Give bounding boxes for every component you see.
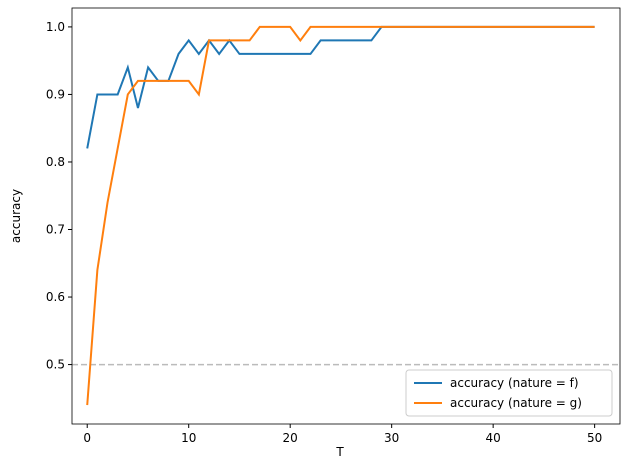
x-tick-label: 40: [486, 431, 501, 445]
x-tick-label: 0: [83, 431, 91, 445]
x-tick-label: 30: [384, 431, 399, 445]
legend-label: accuracy (nature = g): [450, 396, 582, 410]
y-tick-label: 0.7: [46, 223, 65, 237]
y-axis-label: accuracy: [9, 189, 23, 243]
y-tick-label: 0.8: [46, 155, 65, 169]
legend-box: [405, 369, 613, 417]
y-tick-label: 1.0: [46, 20, 65, 34]
legend: accuracy (nature = f) accuracy (nature = …: [405, 369, 613, 417]
x-tick-label: 20: [283, 431, 298, 445]
x-tick-label: 10: [181, 431, 196, 445]
y-tick-label: 0.9: [46, 87, 65, 101]
y-tick-label: 0.6: [46, 290, 65, 304]
data-line: [86, 25, 595, 149]
x-tick-label: 50: [587, 431, 602, 445]
data-line: [86, 25, 595, 406]
plot-frame: [71, 7, 621, 425]
legend-label: accuracy (nature = f): [450, 376, 579, 390]
x-axis-label: T: [335, 445, 344, 459]
y-tick-label: 0.5: [46, 358, 65, 372]
